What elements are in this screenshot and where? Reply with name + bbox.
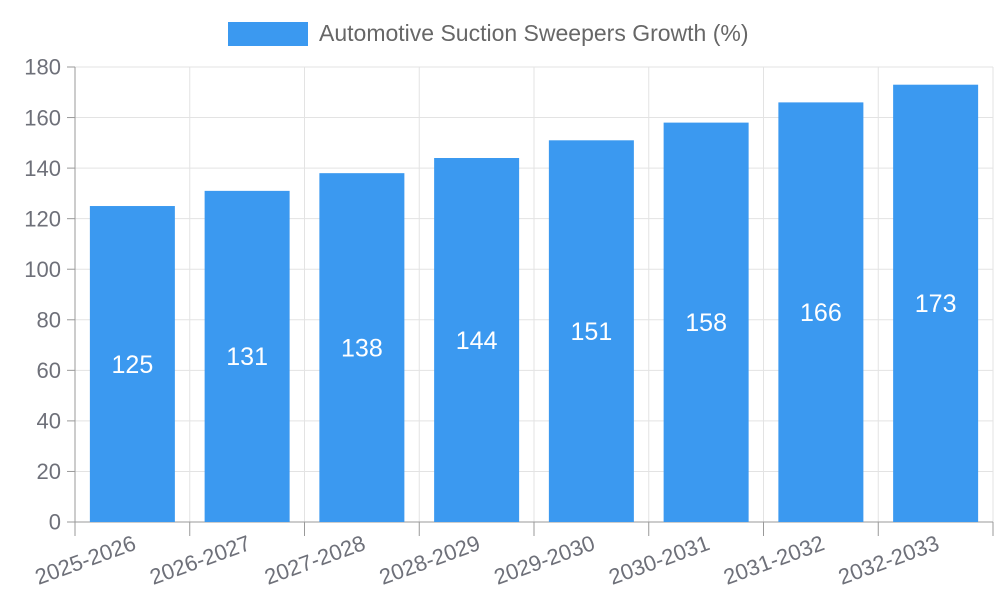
y-tick-label: 140 bbox=[24, 156, 61, 181]
legend-label: Automotive Suction Sweepers Growth (%) bbox=[319, 20, 749, 46]
bar-2027-2028[interactable] bbox=[319, 173, 405, 522]
bar-value-label: 166 bbox=[800, 299, 842, 327]
y-tick-label: 80 bbox=[37, 307, 61, 332]
bar-value-label: 144 bbox=[456, 327, 498, 355]
legend-item[interactable]: Automotive Suction Sweepers Growth (%) bbox=[228, 20, 749, 47]
x-tick-label: 2027-2028 bbox=[261, 530, 368, 589]
bar-value-label: 173 bbox=[915, 290, 957, 318]
bar-2028-2029[interactable] bbox=[434, 158, 520, 522]
legend-swatch-icon bbox=[228, 21, 308, 46]
bar-2030-2031[interactable] bbox=[663, 122, 749, 522]
x-tick-label: 2025-2026 bbox=[32, 530, 139, 589]
y-tick-label: 0 bbox=[49, 510, 61, 535]
x-tick-label: 2028-2029 bbox=[376, 530, 483, 589]
bar-2025-2026[interactable] bbox=[89, 206, 175, 522]
y-tick-label: 100 bbox=[24, 257, 61, 282]
bar-2026-2027[interactable] bbox=[204, 190, 290, 522]
x-tick-label: 2031-2032 bbox=[720, 530, 827, 589]
bar-2029-2030[interactable] bbox=[548, 140, 634, 523]
x-tick-label: 2030-2031 bbox=[605, 530, 712, 589]
bar-value-label: 158 bbox=[685, 309, 727, 337]
x-tick-label: 2029-2030 bbox=[491, 530, 598, 589]
x-tick-label: 2032-2033 bbox=[835, 530, 942, 589]
x-tick-label: 2026-2027 bbox=[146, 530, 253, 589]
y-tick-label: 40 bbox=[37, 409, 61, 434]
y-tick-label: 160 bbox=[24, 105, 61, 130]
bar-value-label: 131 bbox=[226, 343, 268, 371]
y-tick-label: 120 bbox=[24, 206, 61, 231]
y-tick-label: 20 bbox=[37, 459, 61, 484]
y-tick-label: 60 bbox=[37, 358, 61, 383]
bar-2032-2033[interactable] bbox=[893, 84, 979, 522]
bar-value-label: 138 bbox=[341, 334, 383, 362]
bar-value-label: 125 bbox=[112, 351, 154, 379]
y-tick-label: 180 bbox=[24, 55, 61, 80]
bar-2031-2032[interactable] bbox=[778, 102, 864, 522]
bar-value-label: 151 bbox=[571, 318, 613, 346]
